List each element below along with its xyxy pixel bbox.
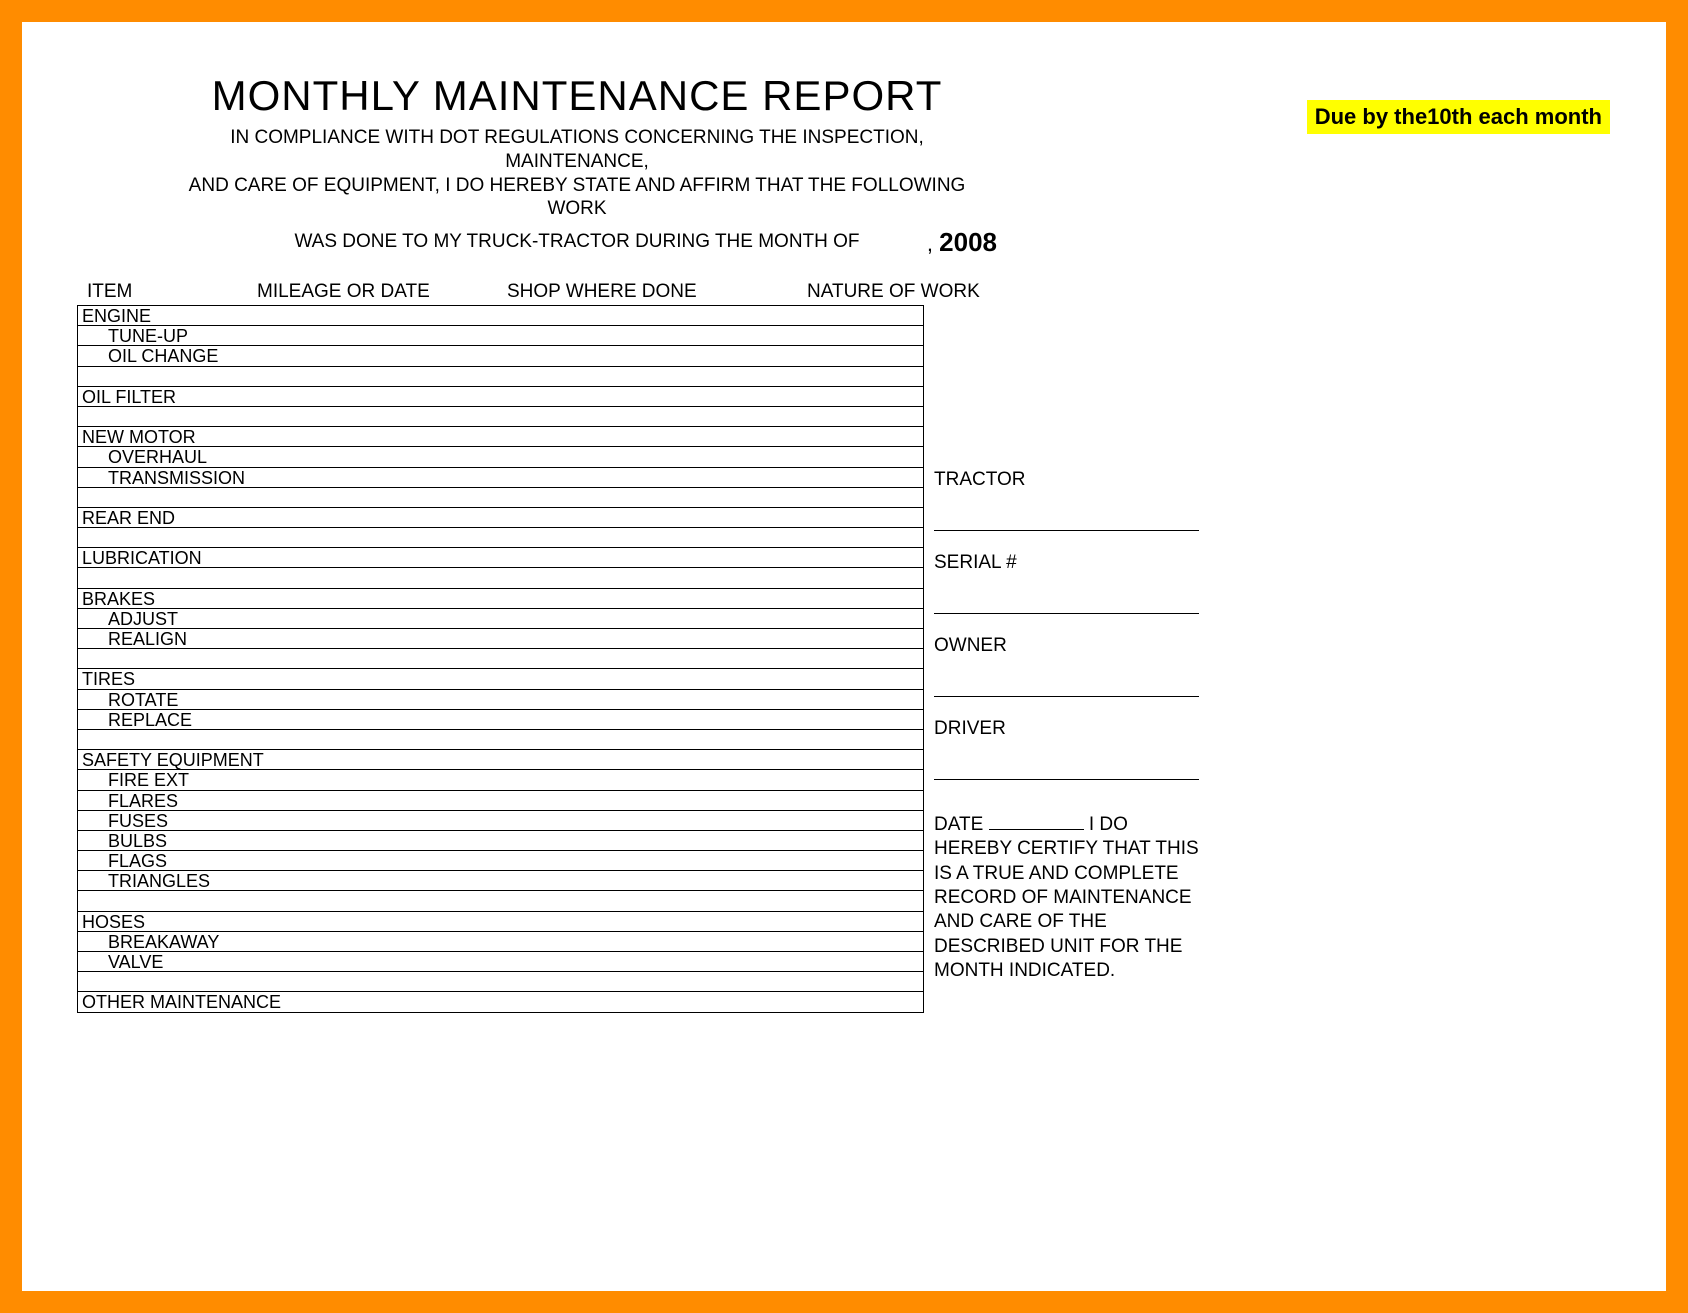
month-prefix: WAS DONE TO MY TRUCK-TRACTOR DURING THE … (294, 231, 859, 252)
due-date-badge: Due by the10th each month (1307, 100, 1610, 134)
maintenance-grid: ENGINETUNE-UPOIL CHANGE OIL FILTER NEW MOT… (77, 305, 924, 1013)
table-row[interactable]: ENGINE (78, 306, 923, 326)
table-row[interactable] (78, 891, 923, 911)
table-row[interactable]: VALVE (78, 952, 923, 972)
table-row[interactable] (78, 568, 923, 588)
table-row[interactable]: ROTATE (78, 690, 923, 710)
table-row[interactable]: BULBS (78, 831, 923, 851)
table-row[interactable]: TRIANGLES (78, 871, 923, 891)
cert-body: I DO HEREBY CERTIFY THAT THIS IS A TRUE … (934, 814, 1199, 981)
col-nature: NATURE OF WORK (807, 281, 1057, 303)
table-row[interactable] (78, 730, 923, 750)
table-row[interactable]: REPLACE (78, 710, 923, 730)
table-row[interactable] (78, 972, 923, 992)
table-row[interactable]: FLAGS (78, 851, 923, 871)
cert-date-label: DATE (934, 814, 983, 835)
document-title: MONTHLY MAINTENANCE REPORT (167, 72, 987, 120)
table-row[interactable]: REALIGN (78, 629, 923, 649)
table-row[interactable]: NEW MOTOR (78, 427, 923, 447)
table-row[interactable] (78, 407, 923, 427)
table-row[interactable]: FIRE EXT (78, 770, 923, 790)
table-row[interactable]: TUNE-UP (78, 326, 923, 346)
side-panel: TRACTOR SERIAL # OWNER DRIVER DATE I DO … (934, 305, 1204, 1013)
page-frame: Due by the10th each month MONTHLY MAINTE… (0, 0, 1688, 1313)
table-row[interactable] (78, 528, 923, 548)
table-row[interactable]: LUBRICATION (78, 548, 923, 568)
line-owner[interactable] (934, 696, 1199, 697)
label-tractor: TRACTOR (934, 470, 1025, 491)
line-tractor[interactable] (934, 530, 1199, 531)
table-row[interactable]: OIL CHANGE (78, 346, 923, 366)
table-row[interactable] (78, 488, 923, 508)
compliance-line-2: AND CARE OF EQUIPMENT, I DO HEREBY STATE… (167, 174, 987, 222)
table-row[interactable]: TRANSMISSION (78, 468, 923, 488)
month-line: WAS DONE TO MY TRUCK-TRACTOR DURING THE … (167, 231, 987, 253)
table-row[interactable]: ADJUST (78, 609, 923, 629)
col-mileage: MILEAGE OR DATE (257, 281, 507, 303)
table-row[interactable]: BREAKAWAY (78, 932, 923, 952)
line-serial[interactable] (934, 613, 1199, 614)
table-row[interactable]: OIL FILTER (78, 387, 923, 407)
header-block: MONTHLY MAINTENANCE REPORT IN COMPLIANCE… (167, 72, 987, 253)
table-row[interactable]: OVERHAUL (78, 447, 923, 467)
certification-text: DATE I DO HEREBY CERTIFY THAT THIS IS A … (934, 813, 1204, 983)
label-owner: OWNER (934, 636, 1007, 657)
col-item: ITEM (87, 281, 257, 303)
table-row[interactable]: FUSES (78, 811, 923, 831)
table-row[interactable]: OTHER MAINTENANCE (78, 992, 923, 1012)
table-row[interactable]: FLARES (78, 791, 923, 811)
table-row[interactable]: HOSES (78, 912, 923, 932)
table-row[interactable]: TIRES (78, 669, 923, 689)
content-row: ENGINETUNE-UPOIL CHANGE OIL FILTER NEW MOT… (77, 305, 1621, 1013)
col-shop: SHOP WHERE DONE (507, 281, 807, 303)
table-row[interactable]: REAR END (78, 508, 923, 528)
table-row[interactable] (78, 367, 923, 387)
label-serial: SERIAL # (934, 553, 1017, 574)
line-driver[interactable] (934, 779, 1199, 780)
column-headers: ITEM MILEAGE OR DATE SHOP WHERE DONE NAT… (87, 281, 1621, 303)
label-driver: DRIVER (934, 719, 1006, 740)
table-row[interactable]: BRAKES (78, 589, 923, 609)
table-row[interactable]: SAFETY EQUIPMENT (78, 750, 923, 770)
table-row[interactable] (78, 649, 923, 669)
year: , 2008 (927, 227, 997, 258)
compliance-line-1: IN COMPLIANCE WITH DOT REGULATIONS CONCE… (167, 126, 987, 174)
cert-date-line[interactable] (989, 829, 1084, 830)
